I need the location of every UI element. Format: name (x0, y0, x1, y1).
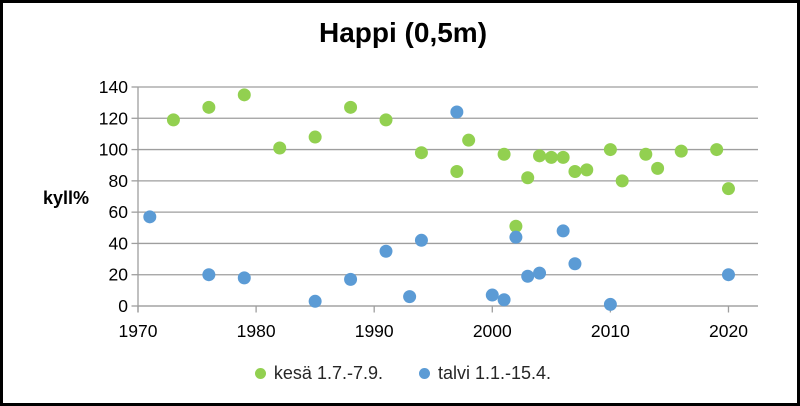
data-point-kesa (674, 144, 688, 158)
data-point-talvi (308, 294, 322, 308)
x-tick-label: 2000 (473, 321, 512, 341)
data-point-kesa (166, 113, 180, 127)
data-point-kesa (273, 141, 287, 155)
data-point-kesa (556, 150, 570, 164)
data-point-kesa (509, 219, 523, 233)
x-tick-label: 1990 (355, 321, 394, 341)
data-point-talvi (379, 244, 393, 258)
y-tick-label: 80 (109, 171, 129, 191)
y-tick-label: 20 (109, 265, 129, 285)
data-point-talvi (414, 233, 428, 247)
y-tick-label: 40 (109, 233, 129, 253)
data-point-kesa (568, 164, 582, 178)
data-point-talvi (603, 297, 617, 311)
data-point-talvi (143, 210, 157, 224)
data-point-kesa (603, 143, 617, 157)
y-tick-label: 140 (99, 77, 128, 97)
x-tick-label: 2010 (591, 321, 630, 341)
data-point-kesa (344, 100, 358, 114)
data-point-kesa (651, 161, 665, 175)
chart-title: Happi (0,5m) (318, 17, 488, 48)
data-point-talvi (485, 288, 499, 302)
data-point-talvi (344, 272, 358, 286)
data-point-kesa (544, 150, 558, 164)
data-point-kesa (710, 143, 724, 157)
y-tick-label: 100 (99, 140, 128, 160)
x-tick-label: 2020 (709, 321, 748, 341)
legend-item-kesa: kesä 1.7.-7.9. (254, 363, 383, 384)
data-point-kesa (462, 133, 476, 147)
data-point-kesa (202, 100, 216, 114)
legend: kesä 1.7.-7.9. talvi 1.1.-15.4. (3, 363, 797, 384)
data-point-kesa (497, 147, 511, 161)
data-point-kesa (237, 88, 251, 102)
y-tick-label: 0 (118, 296, 128, 316)
data-point-talvi (237, 271, 251, 285)
plot-area: 0 20 40 60 80 100 120 140 1970 1980 1990 2000 2010 20… (99, 77, 758, 341)
data-point-kesa (639, 147, 653, 161)
y-tick-label: 120 (99, 108, 128, 128)
legend-label: talvi 1.1.-15.4. (438, 363, 552, 383)
y-axis-label: kyll% (42, 188, 90, 208)
x-tick-label: 1970 (119, 321, 158, 341)
data-point-talvi (721, 268, 735, 282)
legend-label: kesä 1.7.-7.9. (273, 363, 383, 383)
data-point-talvi (509, 230, 523, 244)
data-point-kesa (615, 174, 629, 188)
legend-marker-icon (419, 368, 430, 379)
data-point-kesa (450, 164, 464, 178)
data-point-kesa (721, 182, 735, 196)
y-tick-label: 60 (109, 202, 129, 222)
data-point-kesa (580, 163, 594, 177)
data-point-kesa (379, 113, 393, 127)
legend-marker-icon (254, 368, 266, 379)
data-point-talvi (450, 105, 464, 119)
data-point-kesa (308, 130, 322, 144)
data-point-talvi (403, 290, 417, 304)
data-point-kesa (414, 146, 428, 160)
data-point-talvi (497, 293, 511, 307)
data-point-talvi (556, 224, 570, 238)
data-point-kesa (521, 171, 535, 185)
legend-item-talvi: talvi 1.1.-15.4. (419, 363, 551, 384)
data-point-kesa (533, 149, 547, 163)
data-point-talvi (202, 268, 216, 282)
x-tick-label: 1980 (237, 321, 276, 341)
data-point-talvi (568, 257, 582, 271)
data-point-talvi (533, 266, 547, 280)
data-point-talvi (521, 269, 535, 283)
